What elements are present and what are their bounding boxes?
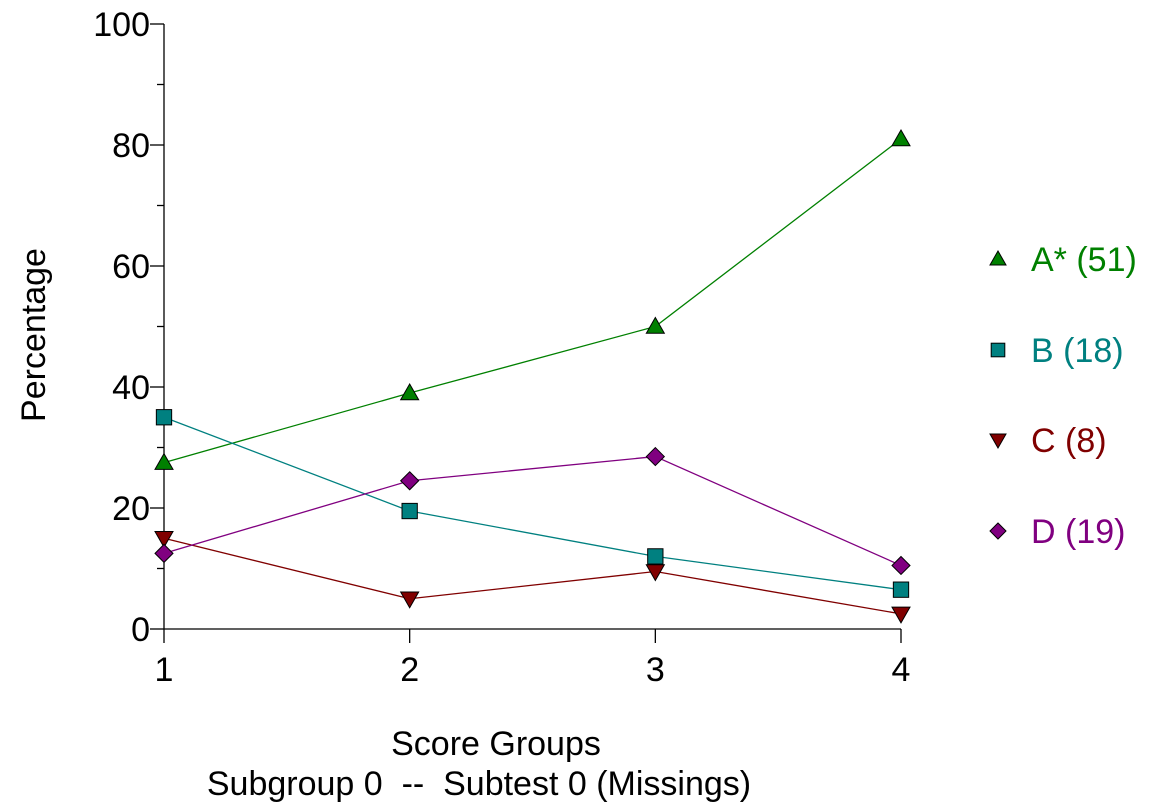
series-2 xyxy=(154,531,911,624)
series-line xyxy=(163,455,902,567)
data-point-triangle-up xyxy=(989,249,1007,266)
data-point-triangle-down xyxy=(989,433,1007,450)
x-tick-label: 1 xyxy=(155,651,174,689)
data-point-triangle-down xyxy=(645,564,666,582)
data-point-diamond xyxy=(399,471,420,491)
legend-label: D (19) xyxy=(1031,513,1125,551)
data-point-diamond xyxy=(891,555,911,576)
y-tick-label: 20 xyxy=(112,490,150,528)
legend: A* (51) B (18) C (8) D (19) xyxy=(989,241,1137,551)
data-point-diamond xyxy=(989,522,1007,540)
legend-item: B (18) xyxy=(990,332,1124,370)
data-point-triangle-down xyxy=(154,531,174,549)
data-point-triangle-down xyxy=(891,606,911,624)
series-3 xyxy=(154,446,911,576)
y-tick-label: 60 xyxy=(112,248,150,286)
data-point-square xyxy=(990,342,1006,358)
series-group xyxy=(154,128,911,624)
x-tick-label: 2 xyxy=(400,651,419,689)
y-tick-label: 40 xyxy=(112,369,150,407)
legend-item: C (8) xyxy=(989,422,1107,460)
legend-label: C (8) xyxy=(1031,422,1107,460)
y-tick-label: 0 xyxy=(131,611,150,649)
series-0 xyxy=(154,128,911,470)
data-point-diamond xyxy=(645,446,666,467)
data-point-triangle-up xyxy=(645,316,666,334)
y-tick-label: 80 xyxy=(112,127,150,165)
data-point-diamond xyxy=(154,543,174,564)
x-axis-label: Score Groups xyxy=(391,725,601,763)
legend-label: A* (51) xyxy=(1031,241,1137,279)
data-point-triangle-up xyxy=(399,383,420,401)
x-tick-label: 3 xyxy=(646,651,665,689)
chart-subtitle: Subgroup 0 -- Subtest 0 (Missings) xyxy=(207,765,751,803)
data-point-triangle-up xyxy=(891,128,911,147)
y-tick-label: 100 xyxy=(93,6,150,44)
data-point-triangle-up xyxy=(154,452,174,470)
data-point-square xyxy=(401,502,418,520)
series-line xyxy=(163,138,902,464)
legend-item: A* (51) xyxy=(989,241,1137,279)
y-axis-label: Percentage xyxy=(15,248,53,422)
series-line xyxy=(163,537,902,615)
data-point-square xyxy=(892,581,910,598)
series-1 xyxy=(155,409,910,598)
axes: 0 20 40 60 80 100 1 2 3 4 xyxy=(93,6,910,689)
x-tick-label: 4 xyxy=(892,651,911,689)
legend-label: B (18) xyxy=(1031,332,1124,370)
data-point-triangle-down xyxy=(399,591,420,609)
legend-item: D (19) xyxy=(989,513,1125,551)
data-point-square xyxy=(647,548,664,565)
data-point-square xyxy=(155,409,173,426)
series-line xyxy=(163,416,902,591)
